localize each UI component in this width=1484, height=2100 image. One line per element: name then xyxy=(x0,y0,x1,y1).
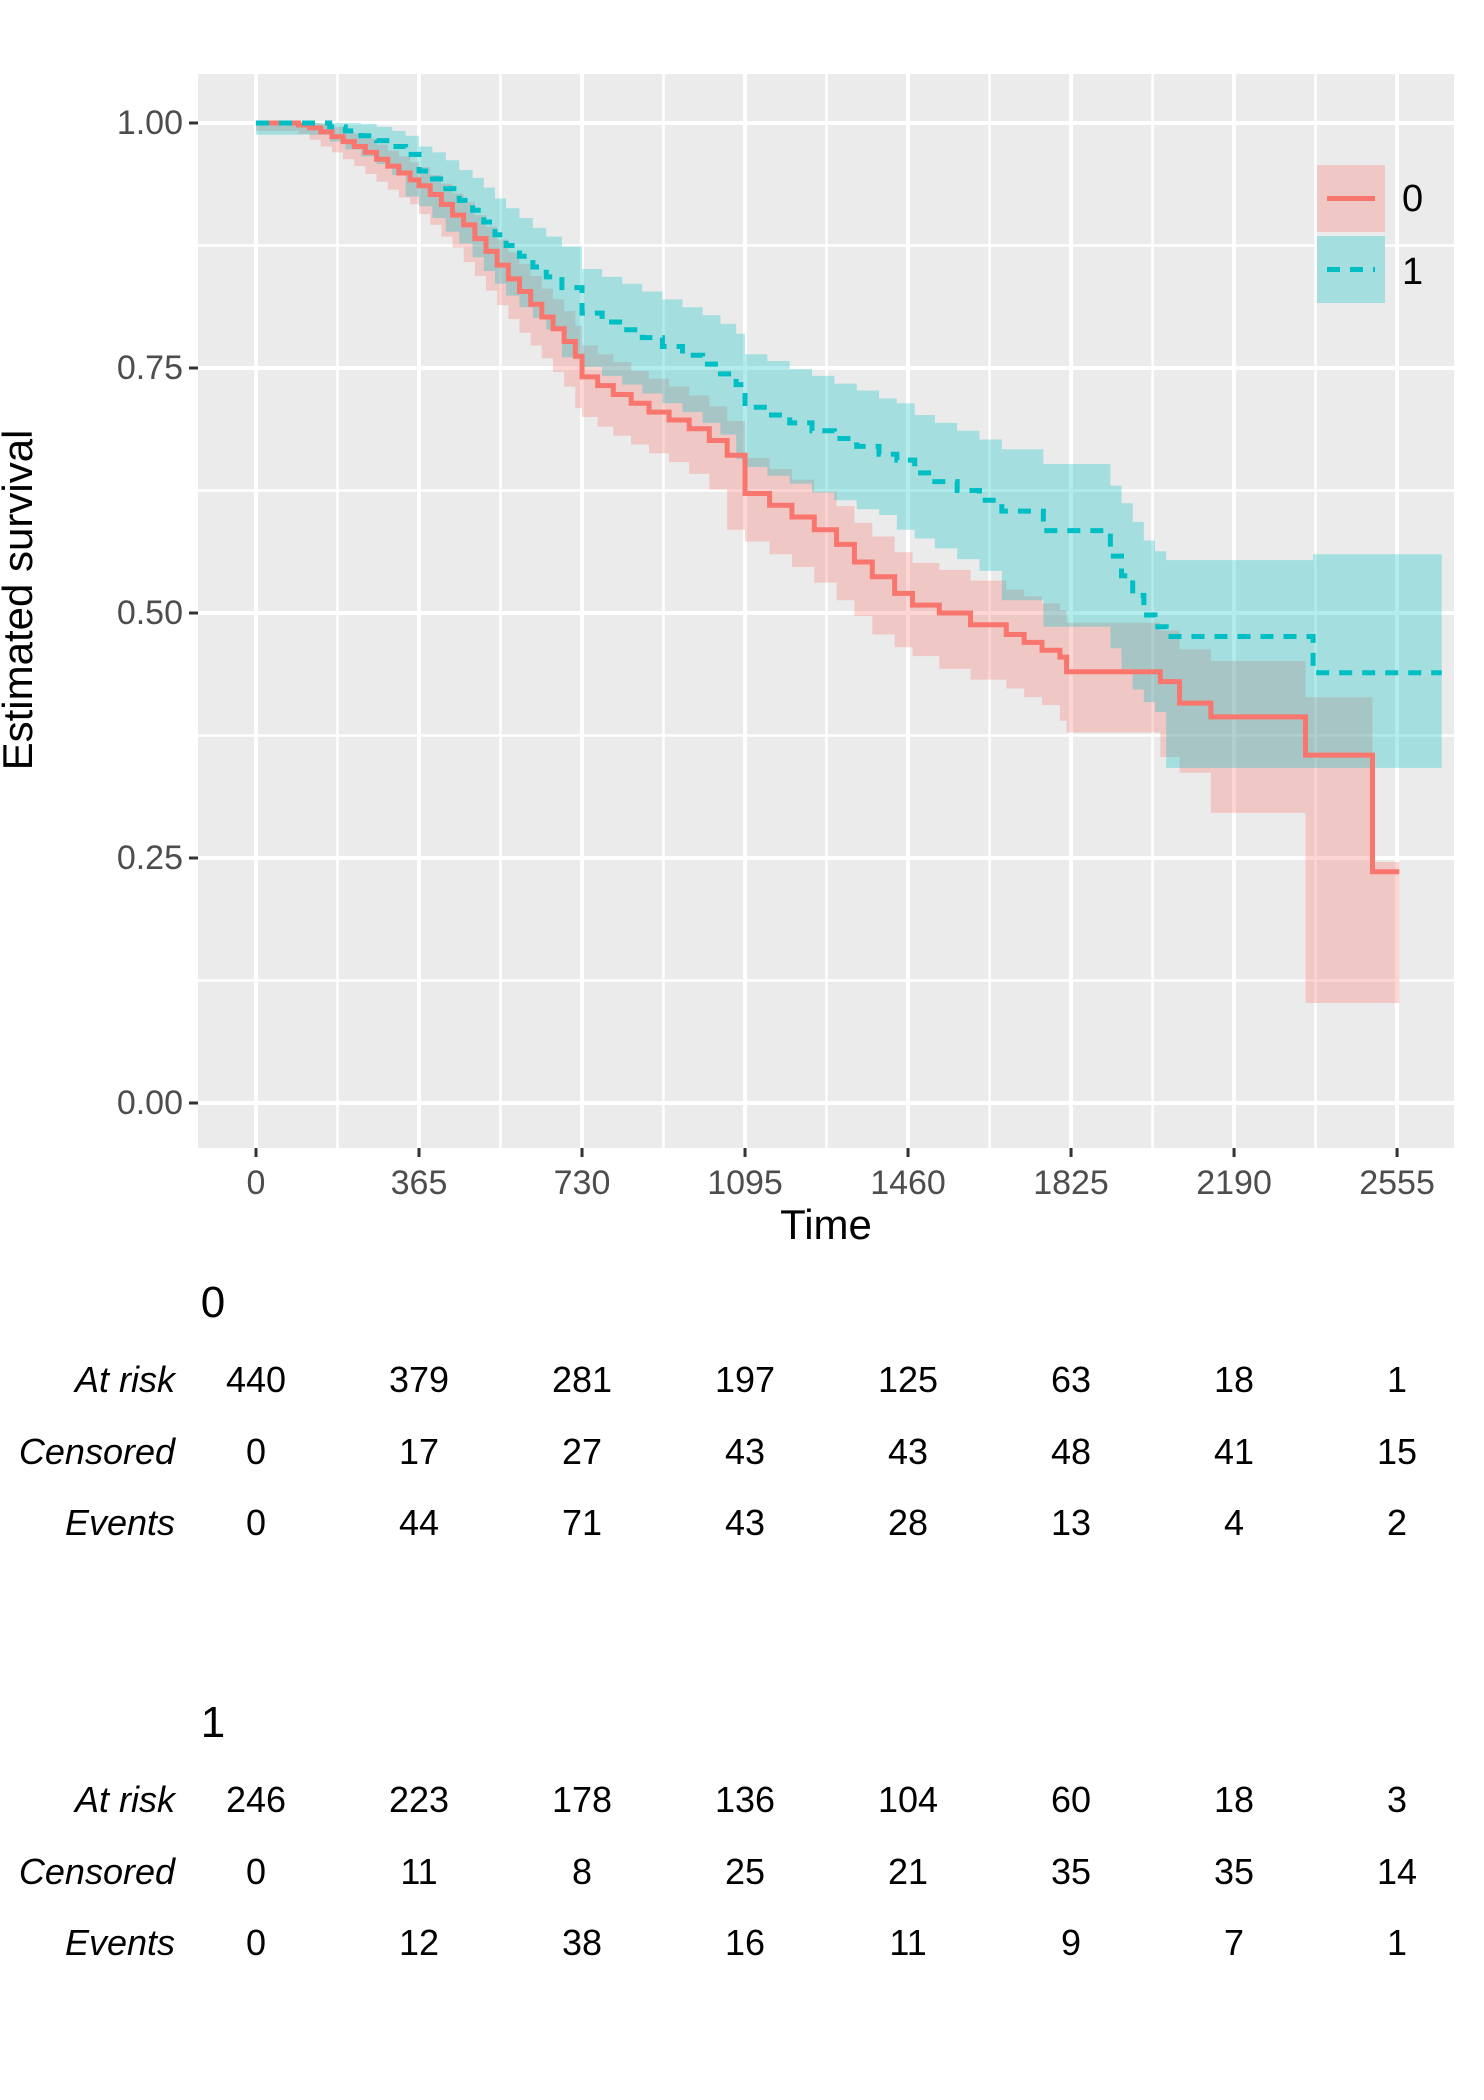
risk-table-cell: 35 xyxy=(1214,1851,1255,1892)
risk-table-title-group1: 1 xyxy=(200,1698,226,1747)
risk-table-title-group0: 0 xyxy=(200,1278,226,1327)
risk-table-row-label-events-group1: Events xyxy=(64,1922,175,1963)
risk-table-cell: 43 xyxy=(724,1431,766,1472)
risk-table-cell: 12 xyxy=(398,1922,440,1963)
x-tick-label-1095: 1095 xyxy=(707,1164,783,1202)
risk-table-cell: 27 xyxy=(561,1431,603,1472)
risk-table-cell: 0 xyxy=(245,1851,267,1892)
risk-table-cell: 7 xyxy=(1224,1922,1245,1963)
x-tick-label-1460: 1460 xyxy=(870,1164,946,1202)
risk-table-cell: 2 xyxy=(1387,1502,1408,1543)
risk-table-row-label-at-risk-group0: At risk xyxy=(74,1359,175,1400)
risk-table-cell: 0 xyxy=(245,1431,267,1472)
risk-table-cell: 71 xyxy=(561,1502,603,1543)
km-line-group0 xyxy=(256,120,1400,875)
legend-label-group0: 0 xyxy=(1402,178,1424,220)
risk-table-cell: 4 xyxy=(1224,1502,1245,1543)
risk-table-cell: 18 xyxy=(1214,1779,1255,1820)
risk-table-cell: 17 xyxy=(398,1431,440,1472)
risk-table-cell: 1 xyxy=(1387,1922,1408,1963)
risk-table-cell: 35 xyxy=(1051,1851,1092,1892)
risk-table-row-label-events-group0: Events xyxy=(64,1502,175,1543)
x-axis-title: Time xyxy=(780,1201,872,1248)
risk-table-cell: 9 xyxy=(1061,1922,1082,1963)
y-tick-label-0.75: 0.75 xyxy=(116,349,183,387)
risk-table-cell: 136 xyxy=(714,1779,776,1820)
risk-table-cell: 43 xyxy=(724,1502,766,1543)
risk-table-cell: 440 xyxy=(225,1359,287,1400)
risk-table-cell: 13 xyxy=(1051,1502,1092,1543)
km-line-group1 xyxy=(256,120,1442,676)
risk-table-cell: 44 xyxy=(398,1502,440,1543)
risk-table-cell: 18 xyxy=(1214,1359,1255,1400)
risk-table-cell: 3 xyxy=(1387,1779,1408,1820)
y-tick-label-0.25: 0.25 xyxy=(116,839,183,877)
risk-table-cell: 41 xyxy=(1214,1431,1255,1472)
risk-table-cell: 246 xyxy=(225,1779,287,1820)
legend-label-group1: 1 xyxy=(1402,251,1424,293)
risk-table-cell: 11 xyxy=(889,1922,927,1963)
x-tick-label-2555: 2555 xyxy=(1359,1164,1435,1202)
risk-table-cell: 104 xyxy=(877,1779,939,1820)
risk-table-cell: 48 xyxy=(1051,1431,1092,1472)
risk-table-cell: 1 xyxy=(1387,1359,1408,1400)
risk-table-cell: 60 xyxy=(1051,1779,1092,1820)
risk-table-cell: 14 xyxy=(1377,1851,1418,1892)
y-tick-label-1.00: 1.00 xyxy=(116,104,183,142)
confidence-band-group1 xyxy=(256,123,1442,768)
risk-table-cell: 21 xyxy=(888,1851,929,1892)
gridlines xyxy=(198,74,1454,1148)
risk-table-cell: 197 xyxy=(714,1359,776,1400)
risk-table-cell: 125 xyxy=(877,1359,939,1400)
risk-table-cell: 28 xyxy=(888,1502,929,1543)
risk-table-cell: 16 xyxy=(724,1922,766,1963)
risk-table-row-label-censored-group0: Censored xyxy=(18,1431,175,1472)
risk-table-cell: 281 xyxy=(551,1359,613,1400)
risk-table-cell: 63 xyxy=(1051,1359,1092,1400)
risk-table-cell: 178 xyxy=(551,1779,613,1820)
x-tick-label-2190: 2190 xyxy=(1196,1164,1272,1202)
risk-table-cell: 43 xyxy=(888,1431,929,1472)
risk-table-cell: 223 xyxy=(388,1779,450,1820)
x-tick-label-0: 0 xyxy=(246,1164,266,1202)
risk-table-cell: 15 xyxy=(1377,1431,1418,1472)
risk-table-cell: 8 xyxy=(572,1851,593,1892)
confidence-band-group0 xyxy=(256,123,1400,1004)
km-plot-svg xyxy=(189,74,1454,1157)
risk-table-cell: 25 xyxy=(724,1851,766,1892)
y-tick-label-0.50: 0.50 xyxy=(116,594,183,632)
risk-table-row-label-censored-group1: Censored xyxy=(18,1851,175,1892)
x-tick-label-365: 365 xyxy=(390,1164,448,1202)
x-tick-label-730: 730 xyxy=(553,1164,611,1202)
km-curves xyxy=(256,120,1442,1004)
risk-table-cell: 11 xyxy=(400,1851,438,1892)
y-axis-title: Estimated survival xyxy=(0,429,41,771)
x-tick-label-1825: 1825 xyxy=(1033,1164,1109,1202)
y-tick-label-0.00: 0.00 xyxy=(116,1084,183,1122)
risk-table-cell: 0 xyxy=(245,1922,267,1963)
risk-table-cell: 379 xyxy=(388,1359,450,1400)
risk-table-row-label-at-risk-group1: At risk xyxy=(74,1779,175,1820)
risk-table-cell: 38 xyxy=(561,1922,603,1963)
risk-table-cell: 0 xyxy=(245,1502,267,1543)
